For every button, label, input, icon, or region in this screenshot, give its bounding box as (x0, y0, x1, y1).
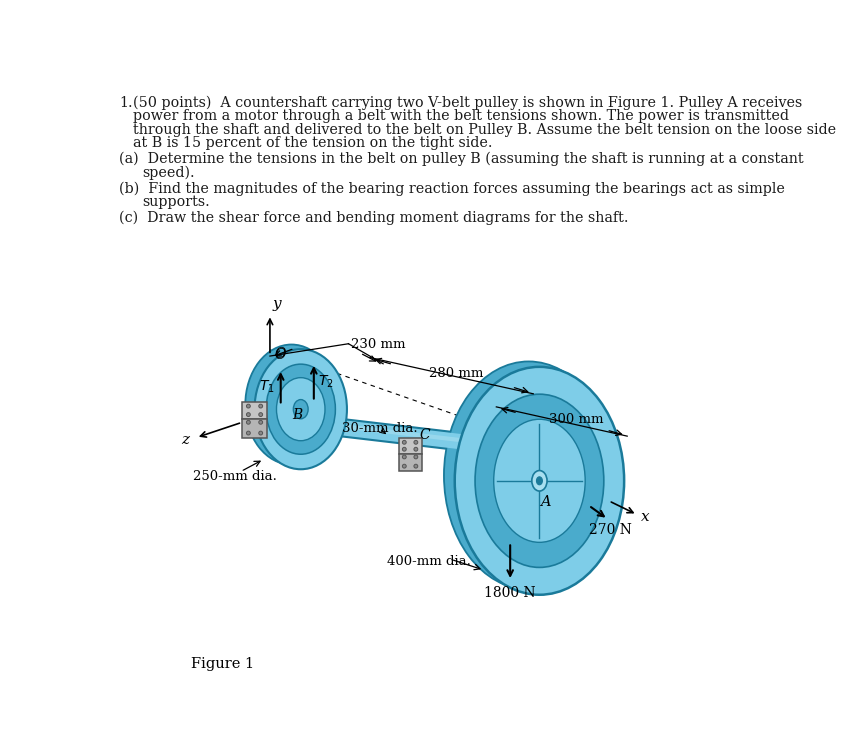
Ellipse shape (259, 421, 263, 424)
Text: O: O (275, 347, 286, 361)
Text: Figure 1: Figure 1 (190, 657, 254, 671)
Ellipse shape (402, 441, 406, 444)
Text: C: C (419, 429, 430, 442)
Bar (399, 454, 422, 471)
Text: A: A (541, 495, 551, 509)
Text: B: B (292, 409, 302, 422)
Ellipse shape (255, 349, 347, 469)
Text: power from a motor through a belt with the belt tensions shown. The power is tra: power from a motor through a belt with t… (133, 109, 789, 123)
Ellipse shape (245, 344, 338, 465)
Bar (242, 403, 267, 419)
Ellipse shape (276, 378, 325, 441)
Ellipse shape (414, 455, 418, 459)
Ellipse shape (536, 477, 542, 485)
Text: x: x (641, 510, 650, 524)
Bar (399, 438, 422, 454)
Text: (b)  Find the magnitudes of the bearing reaction forces assuming the bearings ac: (b) Find the magnitudes of the bearing r… (119, 182, 785, 196)
Text: z: z (181, 433, 189, 447)
Text: at B is 15 percent of the tension on the tight side.: at B is 15 percent of the tension on the… (133, 136, 492, 150)
Ellipse shape (259, 431, 263, 435)
Ellipse shape (402, 455, 406, 459)
Ellipse shape (246, 431, 251, 435)
Ellipse shape (532, 471, 547, 491)
Text: through the shaft and delivered to the belt on Pulley B. Assume the belt tension: through the shaft and delivered to the b… (133, 123, 836, 137)
Ellipse shape (455, 367, 624, 595)
Ellipse shape (493, 419, 585, 542)
Ellipse shape (414, 464, 418, 468)
Ellipse shape (259, 404, 263, 408)
Text: 1.: 1. (119, 96, 133, 110)
Ellipse shape (246, 421, 251, 424)
Text: 230 mm: 230 mm (350, 338, 406, 351)
Text: O: O (275, 348, 286, 362)
Text: supports.: supports. (142, 195, 210, 208)
Text: 250-mm dia.: 250-mm dia. (193, 470, 277, 483)
Text: 30-mm dia.: 30-mm dia. (343, 422, 418, 436)
Text: (c)  Draw the shear force and bending moment diagrams for the shaft.: (c) Draw the shear force and bending mom… (119, 211, 629, 225)
Text: $T_1$: $T_1$ (259, 379, 275, 395)
Ellipse shape (246, 404, 251, 408)
Text: 1800 N: 1800 N (485, 586, 536, 601)
Text: (50 points)  A countershaft carrying two V-belt pulley is shown in Figure 1. Pul: (50 points) A countershaft carrying two … (133, 96, 802, 111)
Ellipse shape (259, 412, 263, 417)
Ellipse shape (414, 447, 418, 451)
Text: 300 mm: 300 mm (548, 413, 604, 426)
Ellipse shape (414, 441, 418, 444)
Text: $T_2$: $T_2$ (318, 374, 333, 391)
Text: 280 mm: 280 mm (430, 367, 484, 379)
Text: (a)  Determine the tensions in the belt on pulley B (assuming the shaft is runni: (a) Determine the tensions in the belt o… (119, 152, 803, 167)
Bar (242, 419, 267, 438)
Ellipse shape (475, 394, 604, 568)
Ellipse shape (294, 400, 308, 419)
Ellipse shape (402, 464, 406, 468)
Ellipse shape (444, 362, 613, 589)
Text: speed).: speed). (142, 166, 195, 180)
Ellipse shape (266, 364, 336, 454)
Ellipse shape (246, 412, 251, 417)
Text: 400-mm dia.: 400-mm dia. (387, 555, 471, 568)
Text: 270 N: 270 N (590, 523, 632, 537)
Ellipse shape (402, 447, 406, 451)
Text: y: y (273, 297, 282, 311)
